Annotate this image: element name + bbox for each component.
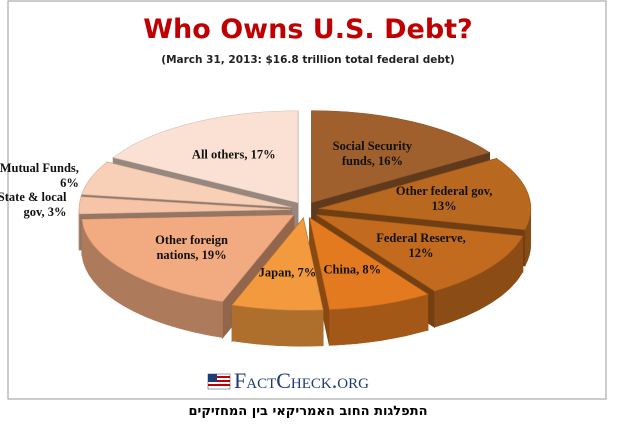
- slice-top: [81, 161, 292, 208]
- chart-title: Who Owns U.S. Debt?: [143, 14, 472, 45]
- slice-top: [81, 214, 295, 302]
- data-label: Other federal gov, 13%: [395, 184, 493, 214]
- slice-top: [231, 217, 324, 311]
- data-label: China, 8%: [323, 262, 382, 277]
- slice-side: [231, 304, 324, 347]
- data-label: Other foreign nations, 19%: [155, 232, 228, 262]
- slice-top: [318, 158, 532, 231]
- data-label: State & local gov, 3%: [0, 190, 67, 220]
- data-label: All others, 17%: [191, 147, 276, 162]
- slice-top: [78, 196, 292, 215]
- data-label: Federal Reserve, 12%: [376, 231, 466, 261]
- slice-top: [316, 214, 524, 292]
- data-label: Japan, 7%: [258, 265, 317, 280]
- slice: [231, 216, 324, 347]
- logo-text: FactCheck.org: [234, 368, 369, 393]
- slice: [309, 216, 429, 346]
- slice-top: [309, 217, 429, 310]
- chart-subtitle: (March 31, 2013: $16.8 trillion total fe…: [161, 54, 454, 66]
- caption: התפלגות החוב האמריקאי בין המחזיקים: [188, 404, 427, 419]
- data-label: Social Security funds, 16%: [332, 139, 413, 169]
- slice-top: [311, 110, 491, 204]
- slice-top: [112, 110, 299, 204]
- data-label: Mutual Funds, 6%: [0, 161, 79, 191]
- logo-flag: [207, 373, 231, 390]
